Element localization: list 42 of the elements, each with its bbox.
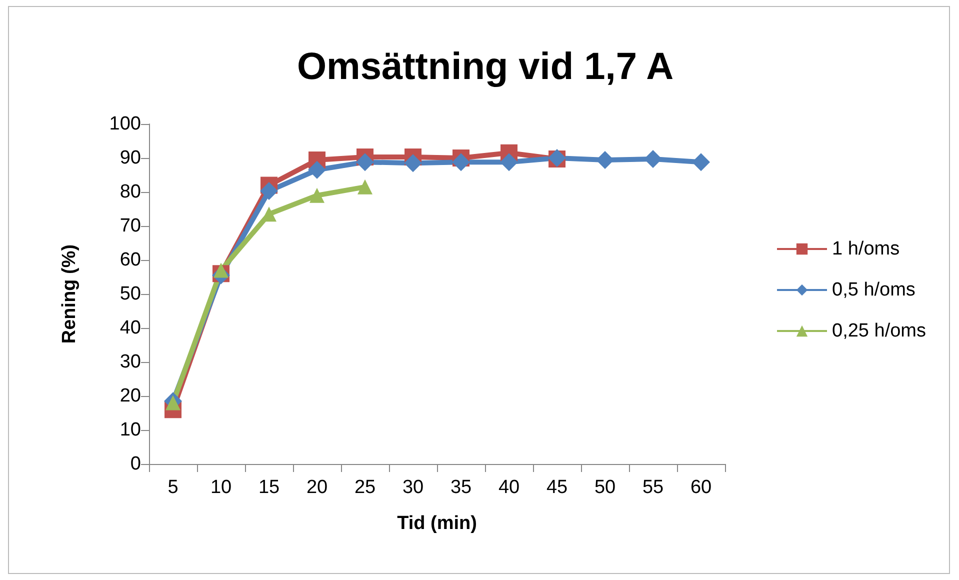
point [452, 153, 470, 172]
y-tick-label: 60 [120, 250, 141, 270]
point [404, 154, 422, 172]
point [166, 395, 180, 410]
y-tick-label: 20 [120, 386, 141, 406]
x-tick-label: 25 [354, 477, 376, 498]
x-tick-label: 45 [546, 477, 568, 498]
x-tick-label: 35 [450, 477, 472, 498]
y-tick-label: 80 [120, 182, 141, 202]
point [596, 151, 614, 170]
y-tick-label: 30 [120, 352, 141, 372]
point [308, 160, 326, 179]
point [644, 150, 662, 168]
point [260, 182, 278, 200]
x-tick-label: 55 [642, 477, 664, 498]
y-tick-label: 40 [120, 318, 141, 338]
point [358, 179, 372, 194]
y-tick-label: 0 [130, 454, 141, 474]
point [310, 188, 324, 203]
point [692, 153, 710, 172]
x-axis-title: Tid (min) [397, 513, 477, 534]
point [500, 153, 518, 172]
x-tick-label: 15 [258, 477, 280, 498]
x-tick-label: 50 [594, 477, 616, 498]
legend-label: 1 h/oms [832, 238, 900, 260]
point [214, 262, 228, 278]
y-axis-title: Rening (%) [59, 244, 80, 344]
legend-label: 0,25 h/oms [832, 320, 926, 342]
x-tick-label: 40 [498, 477, 520, 498]
y-tick-label: 70 [120, 216, 141, 236]
point [356, 153, 374, 172]
x-tick-label: 30 [402, 477, 424, 498]
legend-label: 0,5 h/oms [832, 280, 916, 300]
y-tick-label: 90 [120, 148, 141, 168]
chart-title: Omsättning vid 1,7 A [297, 46, 674, 88]
y-tick-label: 10 [120, 420, 141, 440]
x-tick-label: 60 [690, 477, 712, 498]
x-tick-label: 20 [306, 477, 328, 498]
x-tick-label: 5 [168, 477, 178, 498]
x-tick-label: 10 [210, 477, 232, 498]
y-tick-label: 50 [120, 284, 141, 304]
y-tick-label: 100 [109, 114, 141, 134]
